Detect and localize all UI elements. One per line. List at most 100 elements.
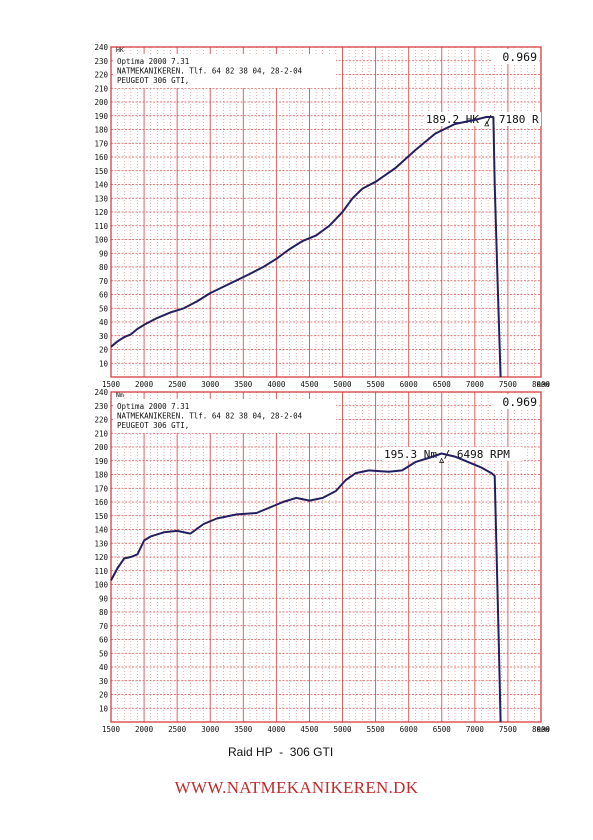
y-tick-label: 10 [99,704,109,713]
y-tick-label: 80 [99,608,109,617]
x-tick-label: 7000 [466,380,485,389]
plot-frame [110,46,542,378]
x-tick-label: 1500 [102,380,121,389]
y-tick-label: 190 [94,457,108,466]
y-tick-label: 30 [99,332,109,341]
y-tick-label: 240 [94,388,108,397]
chart-torque: 10 20 30 40 50 60 70 80 90 100 110 120 130 140 150 160 1… [94,388,550,734]
x-tick-label: 3000 [201,725,220,734]
header-box [114,54,336,88]
y-tick-label: 190 [94,112,108,121]
x-tick-label: 7500 [499,380,518,389]
y-tick-label: 220 [94,71,108,80]
x-tick-label: 7000 [466,725,485,734]
x-tick-label: 8000 [532,725,551,734]
y-tick-label: 80 [99,263,109,272]
plot-frame [110,391,542,723]
y-tick-label: 220 [94,416,108,425]
factor-box [491,394,539,409]
y-tick-label: 100 [94,236,108,245]
y-tick-label: 170 [94,139,108,148]
x-tick-label: 3500 [234,380,253,389]
x-tick-label: 2000 [135,380,154,389]
header-line: PEUGEOT 306 GTI, [117,421,189,430]
y-tick-label: 30 [99,677,109,686]
x-tick-label: 3000 [201,380,220,389]
y-tick-label: 130 [94,194,108,203]
x-tick-label: 5500 [367,380,386,389]
y-tick-label: 240 [94,43,108,52]
series-line [110,115,502,378]
y-tick-label: 210 [94,84,108,93]
x-unit-label: RPM [537,726,549,734]
header-box [114,399,336,433]
y-tick-label: 10 [99,359,109,368]
dyno-charts: 10 20 30 40 50 60 70 80 90 100 110 120 130 140 150 160 1… [94,43,550,734]
header-line: PEUGEOT 306 GTI, [117,76,189,85]
y-tick-label: 230 [94,57,108,66]
y-unit-label: Nm [116,391,124,399]
y-tick-label: 110 [94,567,108,576]
header-line: NATMEKANIKEREN. Tlf. 64 82 38 04, 28-2-0… [117,412,303,421]
y-tick-label: 160 [94,153,108,162]
x-tick-label: 2000 [135,725,154,734]
chart-power: 10 20 30 40 50 60 70 80 90 100 110 120 130 140 150 160 1… [94,43,550,389]
y-tick-label: 20 [99,346,109,355]
y-tick-label: 40 [99,663,109,672]
y-tick-label: 110 [94,222,108,231]
factor-box [491,49,539,64]
x-tick-label: 6500 [433,380,452,389]
x-tick-label: 6000 [400,380,419,389]
peak-label: 189.2 HK / 7180 R [426,113,539,126]
y-tick-label: 120 [94,208,108,217]
y-tick-label: 210 [94,429,108,438]
y-tick-label: 50 [99,649,109,658]
x-tick-label: 8000 [532,380,551,389]
y-tick-label: 170 [94,484,108,493]
y-tick-label: 150 [94,167,108,176]
x-tick-label: 7500 [499,725,518,734]
y-tick-label: 120 [94,553,108,562]
y-tick-label: 70 [99,277,109,286]
y-tick-label: 200 [94,443,108,452]
x-tick-label: 5000 [334,380,353,389]
header-line: Optima 2000 7.31 [117,57,189,66]
series-line [110,452,502,723]
y-tick-label: 160 [94,498,108,507]
y-tick-label: 40 [99,318,109,327]
y-tick-label: 180 [94,471,108,480]
x-tick-label: 4000 [267,725,286,734]
y-tick-label: 60 [99,291,109,300]
y-tick-label: 60 [99,636,109,645]
correction-factor: 0.969 [502,395,537,409]
x-unit-label: RPM [537,381,549,389]
peak-marker [439,457,445,463]
x-tick-label: 2500 [168,380,187,389]
y-tick-label: 150 [94,512,108,521]
x-tick-label: 2500 [168,725,187,734]
y-tick-label: 100 [94,581,108,590]
y-tick-label: 230 [94,402,108,411]
y-tick-label: 20 [99,691,109,700]
y-tick-label: 200 [94,98,108,107]
y-tick-label: 180 [94,126,108,135]
header-line: Optima 2000 7.31 [117,402,189,411]
x-tick-label: 5000 [334,725,353,734]
x-tick-label: 4000 [267,380,286,389]
x-tick-label: 3500 [234,725,253,734]
y-tick-label: 50 [99,304,109,313]
x-tick-label: 4500 [300,725,319,734]
x-tick-label: 4500 [300,380,319,389]
peak-label-box [382,447,522,461]
y-unit-label: HK [116,46,124,54]
y-tick-label: 130 [94,539,108,548]
correction-factor: 0.969 [502,50,537,64]
y-tick-label: 140 [94,526,108,535]
x-tick-label: 6000 [400,725,419,734]
website-url: WWW.NATMEKANIKEREN.DK [174,778,419,797]
y-tick-label: 90 [99,249,109,258]
x-tick-label: 5500 [367,725,386,734]
y-tick-label: 140 [94,181,108,190]
peak-marker [484,121,490,127]
